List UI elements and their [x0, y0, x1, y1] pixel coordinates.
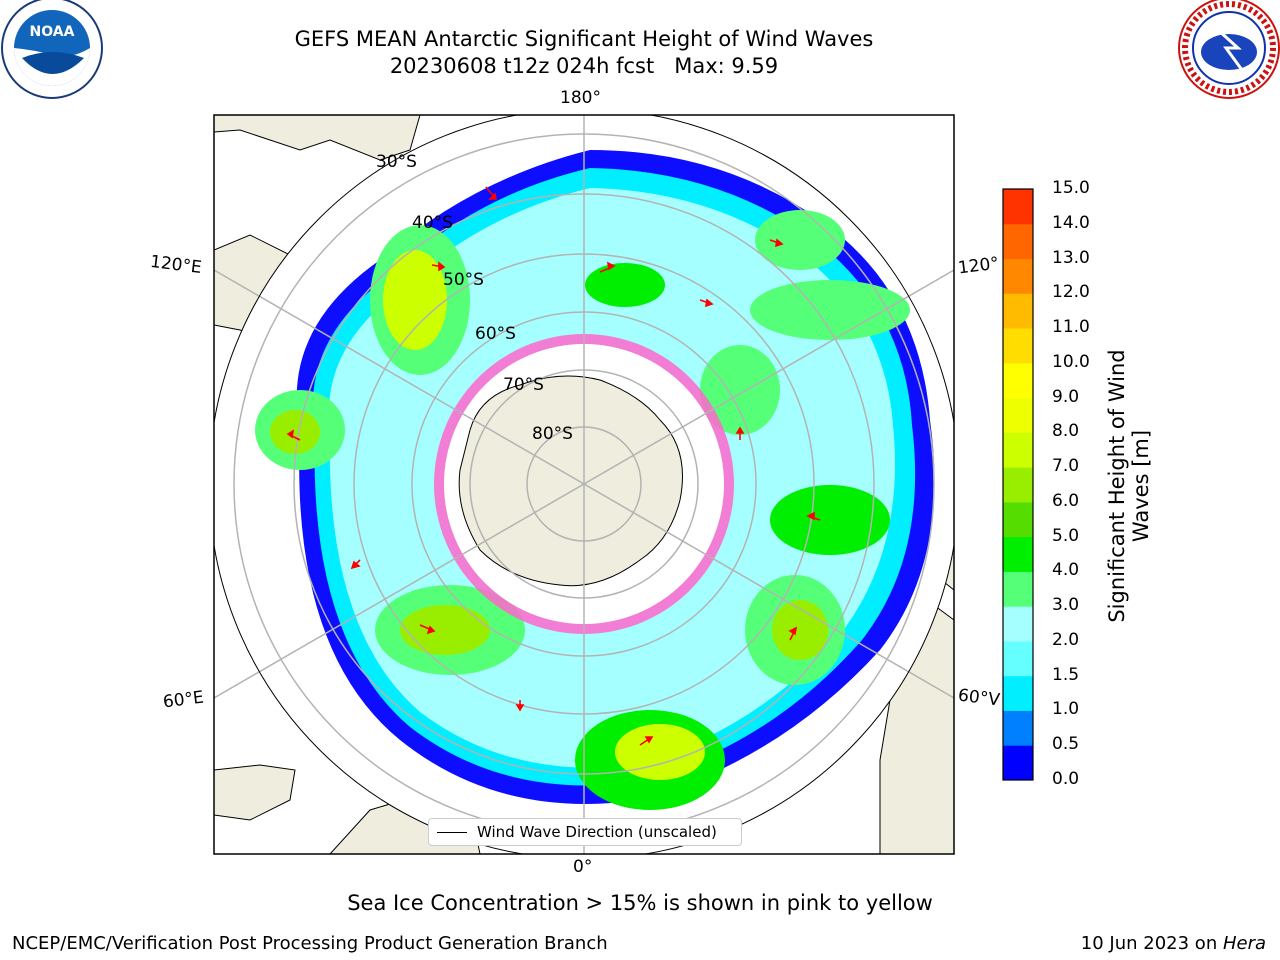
colorbar-tick-label: 14.0 [1052, 212, 1090, 233]
colorbar-swatch [1003, 640, 1033, 677]
sea-ice-note: Sea Ice Concentration > 15% is shown in … [347, 891, 933, 915]
colorbar-tick-label: 0.5 [1052, 734, 1080, 755]
colorbar-swatch [1003, 675, 1033, 711]
colorbar-swatch [1003, 501, 1033, 538]
colorbar-swatch [1003, 328, 1033, 364]
map-legend: Wind Wave Direction (unscaled) [428, 818, 742, 846]
colorbar-swatch [1003, 362, 1033, 399]
run-date-prefix: 10 Jun 2023 on [1080, 933, 1223, 954]
colorbar-swatch [1003, 432, 1033, 468]
colorbar [1002, 188, 1034, 781]
colorbar-swatch [1003, 710, 1033, 746]
colorbar-tick-label: 13.0 [1052, 247, 1090, 268]
colorbar-tick-label: 11.0 [1052, 317, 1090, 338]
branch-credit: NCEP/EMC/Verification Post Processing Pr… [12, 933, 608, 954]
colorbar-tick-label: 0.0 [1052, 769, 1080, 789]
lat-label-60s: 60°S [475, 324, 516, 344]
colorbar-tick-label: 1.5 [1052, 664, 1080, 685]
legend-label: Wind Wave Direction (unscaled) [477, 823, 717, 841]
colorbar-tick-label: 8.0 [1052, 421, 1080, 442]
colorbar-tick-label: 1.0 [1052, 699, 1080, 720]
noaa-logo: NOAA [1, 0, 103, 99]
colorbar-swatch [1003, 293, 1033, 329]
colorbar-swatch [1003, 223, 1033, 260]
graticule [214, 115, 954, 854]
colorbar-tick-label: 2.0 [1052, 629, 1080, 650]
colorbar-tick-label: 15.0 [1052, 178, 1090, 198]
colorbar-tick-label: 9.0 [1052, 386, 1080, 407]
chart-title-line-1: GEFS MEAN Antarctic Significant Height o… [294, 27, 874, 51]
run-host: Hera [1222, 933, 1266, 954]
map-area [214, 115, 954, 854]
colorbar-tick-label: 7.0 [1052, 456, 1080, 477]
colorbar-swatch [1003, 606, 1033, 642]
lat-label-70s: 70°S [503, 375, 544, 395]
colorbar-swatch [1003, 258, 1033, 294]
run-date: 10 Jun 2023 on Hera [1081, 933, 1266, 954]
nws-logo [1178, 0, 1280, 99]
lat-label-50s: 50°S [443, 270, 484, 290]
colorbar-tick-label: 10.0 [1052, 351, 1090, 372]
colorbar-swatch [1003, 745, 1033, 781]
colorbar-tick-label: 5.0 [1052, 525, 1080, 546]
wind-wave-arrows [286, 186, 821, 746]
colorbar-swatch [1003, 189, 1033, 225]
lon-label-0: 0° [573, 857, 593, 877]
colorbar-title: Significant Height of Wind Waves [m] [1105, 349, 1153, 623]
colorbar-tick-label: 4.0 [1052, 560, 1080, 581]
colorbar-tick-label: 6.0 [1052, 490, 1080, 511]
chart-title-line-2: 20230608 t12z 024h fcst Max: 9.59 [389, 54, 779, 78]
colorbar-tick-label: 12.0 [1052, 282, 1090, 303]
colorbar-swatch [1003, 536, 1033, 572]
colorbar-swatch [1003, 571, 1033, 607]
lat-label-30s: 30°S [376, 152, 417, 172]
colorbar-swatch [1003, 397, 1033, 433]
lon-label-180: 180° [560, 88, 601, 108]
map-frame [213, 114, 955, 855]
colorbar-tick-label: 3.0 [1052, 595, 1080, 616]
noaa-logo-text: NOAA [30, 24, 75, 40]
lat-label-40s: 40°S [412, 213, 453, 233]
legend-line-icon [437, 831, 467, 833]
colorbar-swatch [1003, 467, 1033, 503]
lat-label-80s: 80°S [532, 424, 573, 444]
